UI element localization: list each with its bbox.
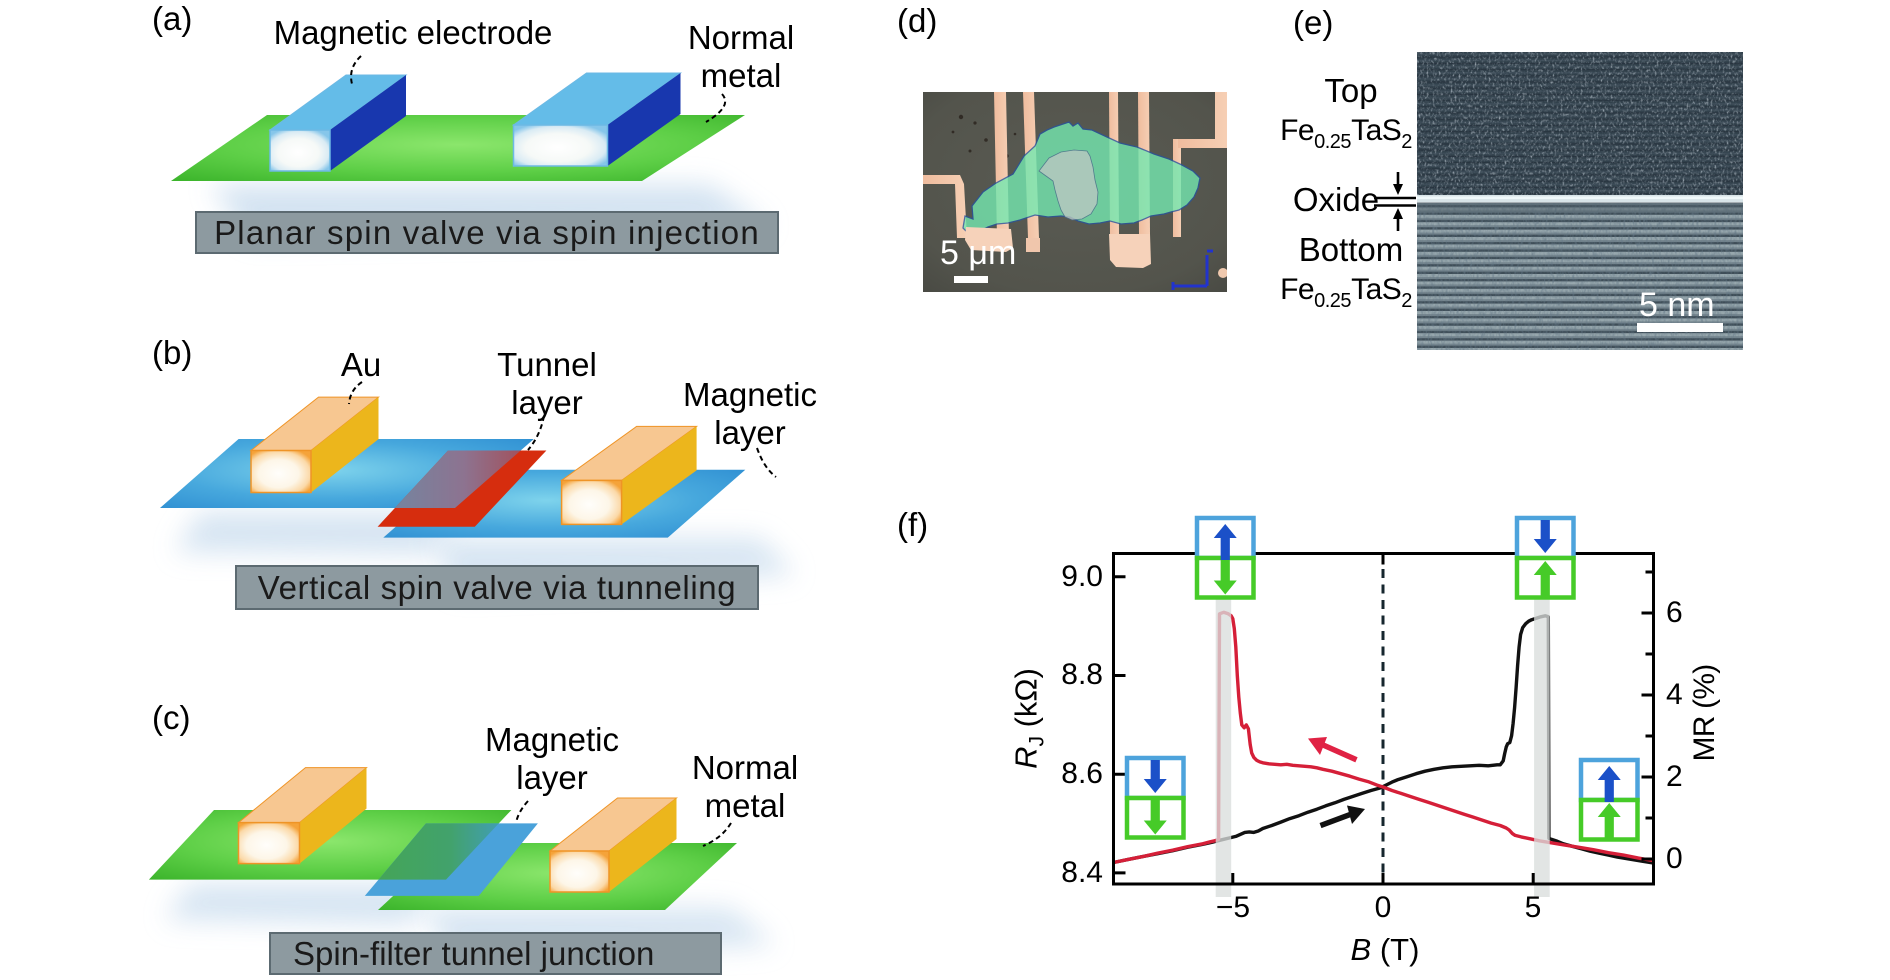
svg-text:5 μm: 5 μm	[940, 234, 1016, 272]
svg-text:5 nm: 5 nm	[1639, 286, 1715, 324]
